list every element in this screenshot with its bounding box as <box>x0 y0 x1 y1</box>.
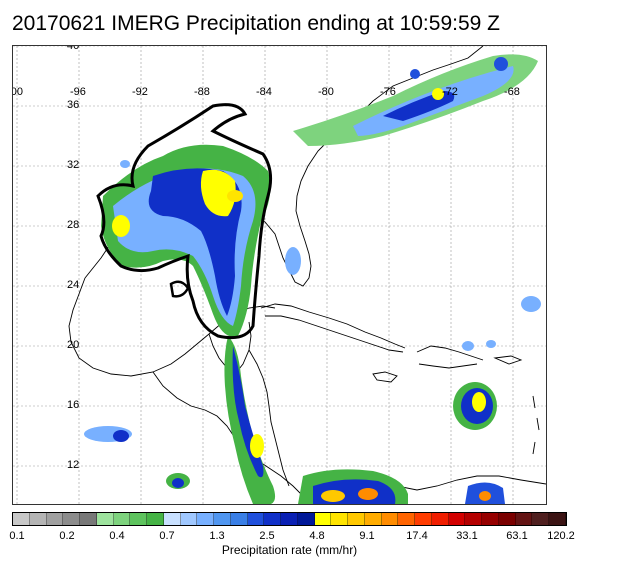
lat-label-5: 24 <box>67 279 80 291</box>
lon-label-7: -76 <box>380 86 396 98</box>
colorbar-swatch <box>96 513 114 525</box>
colorbar-swatch <box>29 513 47 525</box>
colorbar-swatch <box>13 513 30 525</box>
lon-label-3: -92 <box>132 86 148 98</box>
colorbar-swatch <box>448 513 466 525</box>
colorbar-swatch <box>147 513 164 525</box>
colorbar-swatch <box>281 513 298 525</box>
colorbar-swatch <box>197 513 214 525</box>
lat-label-1: 40 <box>67 45 80 52</box>
colorbar-swatch <box>348 513 365 525</box>
colorbar-tick-12: 120.2 <box>547 530 575 542</box>
colorbar-swatch <box>532 513 549 525</box>
colorbar-swatch <box>314 513 332 525</box>
colorbar-tick-11: 63.1 <box>506 530 528 542</box>
precipitation-field <box>84 54 541 504</box>
colorbar-swatch <box>498 513 516 525</box>
lon-label-6: -80 <box>318 86 334 98</box>
colorbar-swatch <box>364 513 382 525</box>
colorbar-swatch <box>214 513 231 525</box>
colorbar-tick-6: 2.5 <box>259 530 275 542</box>
colorbar-swatch <box>264 513 281 525</box>
lat-label-2: 36 <box>67 99 80 111</box>
lat-label-6: 20 <box>67 339 80 351</box>
colorbar-tick-4: 0.7 <box>159 530 175 542</box>
outlined-region <box>96 103 273 340</box>
colorbar-tick-3: 0.4 <box>109 530 125 542</box>
lat-label-7: 16 <box>67 399 80 411</box>
colorbar-swatch <box>63 513 80 525</box>
colorbar-swatch <box>297 513 315 525</box>
map-canvas <box>13 46 546 504</box>
colorbar-tick-2: 0.2 <box>59 530 75 542</box>
colorbar-swatch <box>549 513 566 525</box>
colorbar-swatch <box>331 513 348 525</box>
precipitation-map: -100 -96 -92 -88 -84 -80 -76 -72 -68 40 … <box>12 45 547 505</box>
colorbar-swatch <box>113 513 131 525</box>
colorbar-swatch <box>46 513 64 525</box>
colorbar-swatch <box>465 513 482 525</box>
lon-label-1: -100 <box>13 86 24 98</box>
lat-label-8: 12 <box>67 459 80 471</box>
colorbar-swatch <box>247 513 265 525</box>
colorbar-swatch <box>230 513 248 525</box>
colorbar-swatch <box>398 513 415 525</box>
colorbar-swatch <box>80 513 97 525</box>
coastlines <box>68 46 546 504</box>
colorbar-tick-5: 1.3 <box>209 530 225 542</box>
colorbar-swatch <box>431 513 449 525</box>
colorbar-swatch <box>515 513 533 525</box>
lat-label-4: 28 <box>67 219 80 231</box>
colorbar-tick-7: 4.8 <box>309 530 325 542</box>
colorbar-swatch <box>381 513 399 525</box>
colorbar-title: Precipitation rate (mm/hr) <box>221 543 358 557</box>
colorbar-tick-10: 33.1 <box>456 530 478 542</box>
lon-label-5: -84 <box>256 86 272 98</box>
lon-label-2: -96 <box>70 86 86 98</box>
colorbar-swatch <box>482 513 499 525</box>
lon-label-4: -88 <box>194 86 210 98</box>
lon-label-9: -68 <box>504 86 520 98</box>
colorbar-tick-8: 9.1 <box>359 530 375 542</box>
colorbar-swatch <box>415 513 432 525</box>
outlined-region-small <box>169 280 190 298</box>
colorbar-swatch <box>163 513 181 525</box>
colorbar-swatch <box>180 513 198 525</box>
colorbar-tick-9: 17.4 <box>406 530 428 542</box>
colorbar-swatch <box>130 513 147 525</box>
lat-label-3: 32 <box>67 159 80 171</box>
colorbar-tick-1: 0.1 <box>9 530 25 542</box>
lon-label-8: -72 <box>442 86 458 98</box>
precipitation-colorbar <box>12 512 567 526</box>
map-title: 20170621 IMERG Precipitation ending at 1… <box>12 12 500 35</box>
